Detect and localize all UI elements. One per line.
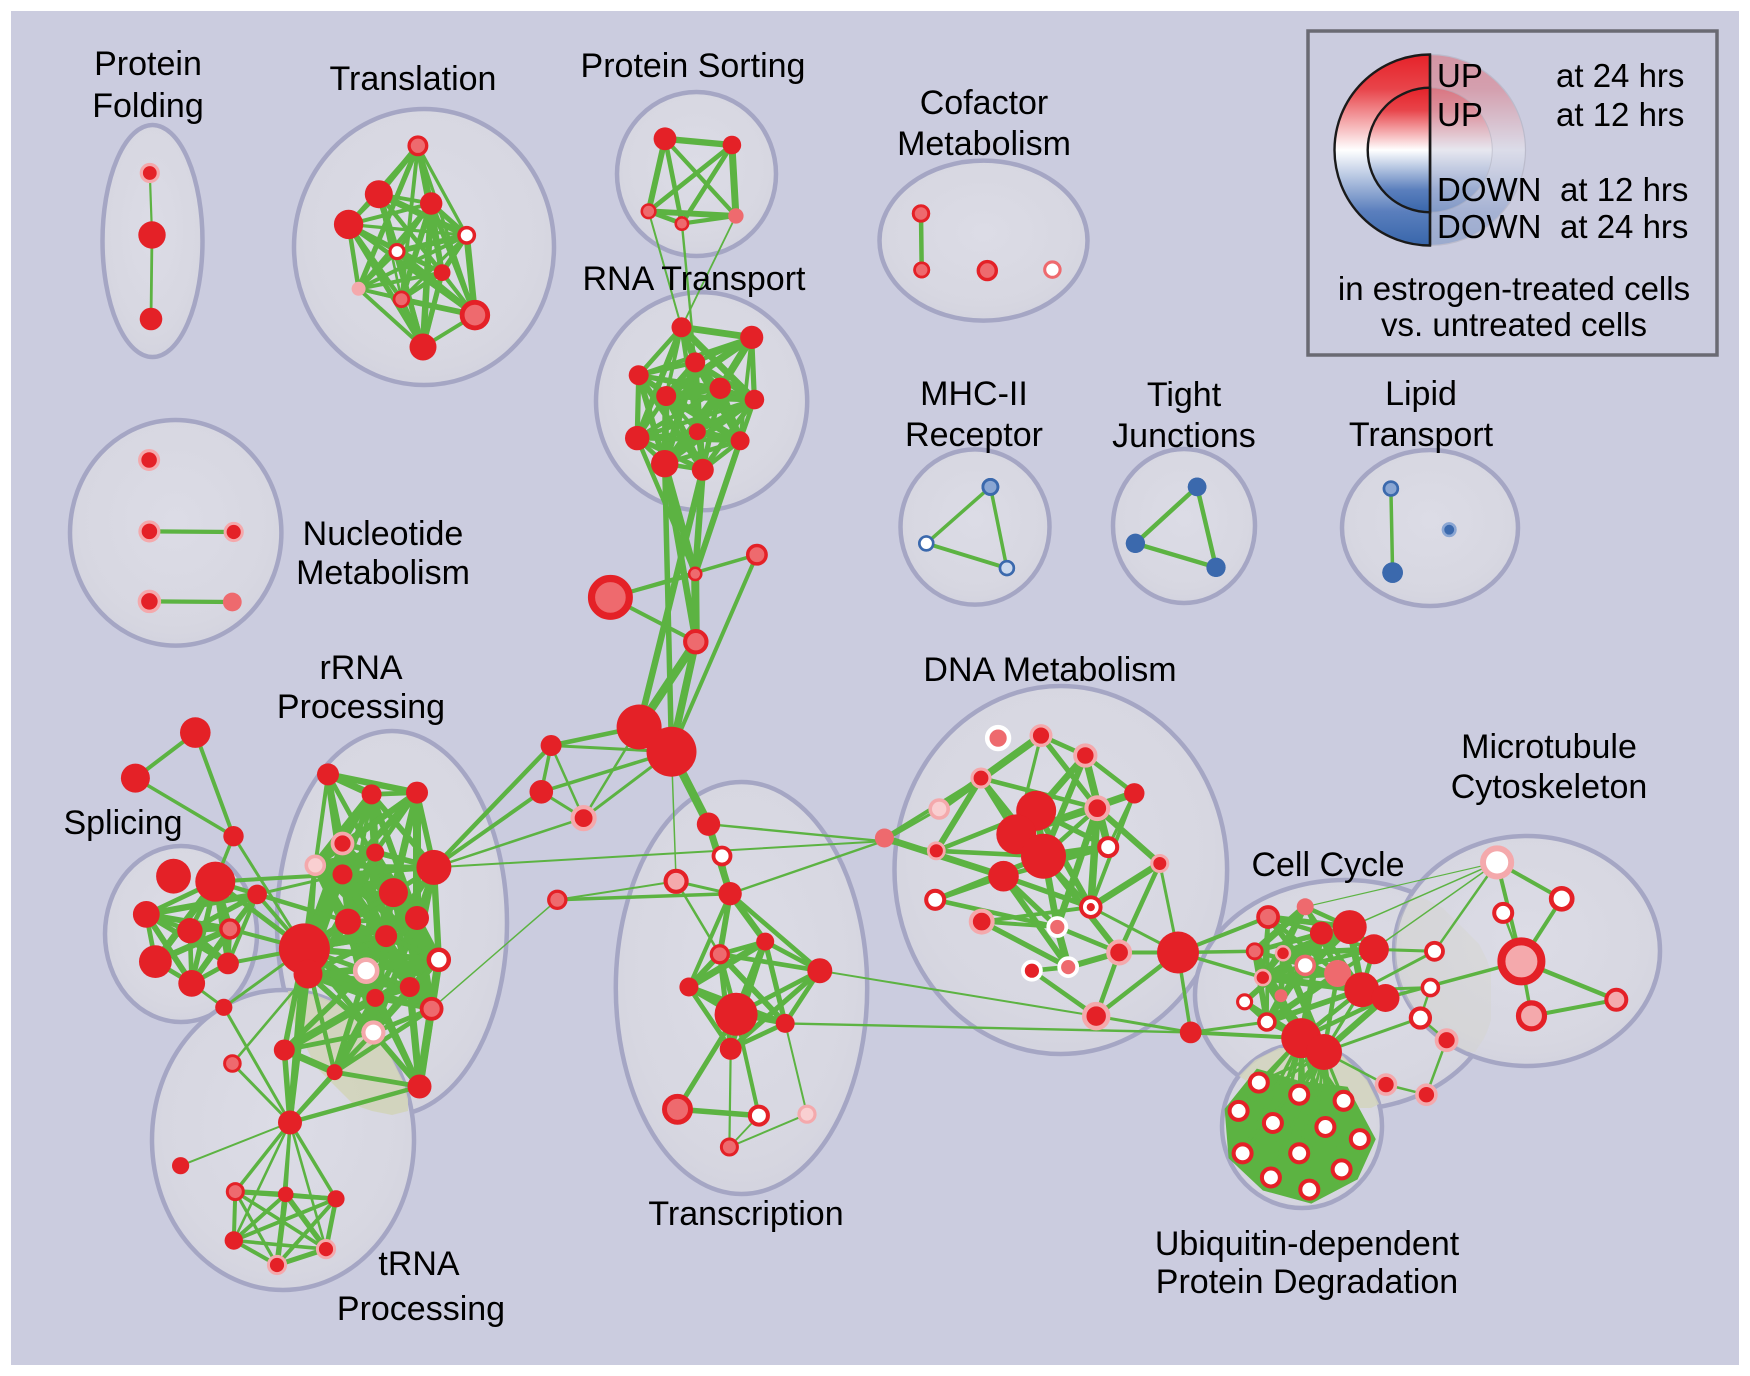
- svg-text:Metabolism: Metabolism: [296, 554, 470, 592]
- svg-text:DOWN: DOWN: [1437, 171, 1541, 208]
- svg-text:Transport: Transport: [1349, 416, 1494, 454]
- svg-text:Receptor: Receptor: [905, 416, 1043, 454]
- svg-text:Folding: Folding: [92, 87, 204, 125]
- svg-text:MHC-II: MHC-II: [920, 375, 1028, 413]
- svg-text:Processing: Processing: [277, 688, 445, 726]
- svg-text:Tight: Tight: [1147, 376, 1222, 414]
- svg-text:in estrogen-treated cells: in estrogen-treated cells: [1338, 270, 1690, 307]
- svg-text:Nucleotide: Nucleotide: [303, 515, 464, 553]
- svg-text:rRNA: rRNA: [319, 649, 402, 687]
- svg-text:Microtubule: Microtubule: [1461, 728, 1637, 766]
- svg-text:Transcription: Transcription: [648, 1195, 843, 1233]
- svg-text:at 12 hrs: at 12 hrs: [1556, 96, 1684, 133]
- svg-text:at 12 hrs: at 12 hrs: [1560, 171, 1688, 208]
- svg-text:Protein: Protein: [94, 45, 202, 83]
- svg-text:at 24 hrs: at 24 hrs: [1556, 57, 1684, 94]
- svg-text:Translation: Translation: [330, 60, 497, 98]
- svg-text:Protein Degradation: Protein Degradation: [1156, 1263, 1458, 1301]
- svg-text:Cofactor: Cofactor: [920, 84, 1049, 122]
- svg-text:UP: UP: [1437, 96, 1483, 133]
- svg-text:Metabolism: Metabolism: [897, 125, 1071, 163]
- svg-text:tRNA: tRNA: [378, 1245, 460, 1283]
- svg-text:UP: UP: [1437, 57, 1483, 94]
- svg-text:Cell Cycle: Cell Cycle: [1251, 846, 1404, 884]
- svg-text:Junctions: Junctions: [1112, 417, 1256, 455]
- svg-text:Lipid: Lipid: [1385, 375, 1457, 413]
- svg-text:Protein Sorting: Protein Sorting: [581, 47, 806, 85]
- svg-text:Cytoskeleton: Cytoskeleton: [1451, 768, 1648, 806]
- svg-text:at 24 hrs: at 24 hrs: [1560, 208, 1688, 245]
- svg-text:Ubiquitin-dependent: Ubiquitin-dependent: [1155, 1225, 1460, 1263]
- svg-text:Splicing: Splicing: [63, 804, 182, 842]
- svg-text:Processing: Processing: [337, 1290, 505, 1328]
- svg-text:DNA Metabolism: DNA Metabolism: [923, 651, 1176, 689]
- svg-text:vs. untreated cells: vs. untreated cells: [1381, 306, 1647, 343]
- svg-text:DOWN: DOWN: [1437, 208, 1541, 245]
- svg-text:RNA Transport: RNA Transport: [583, 260, 807, 298]
